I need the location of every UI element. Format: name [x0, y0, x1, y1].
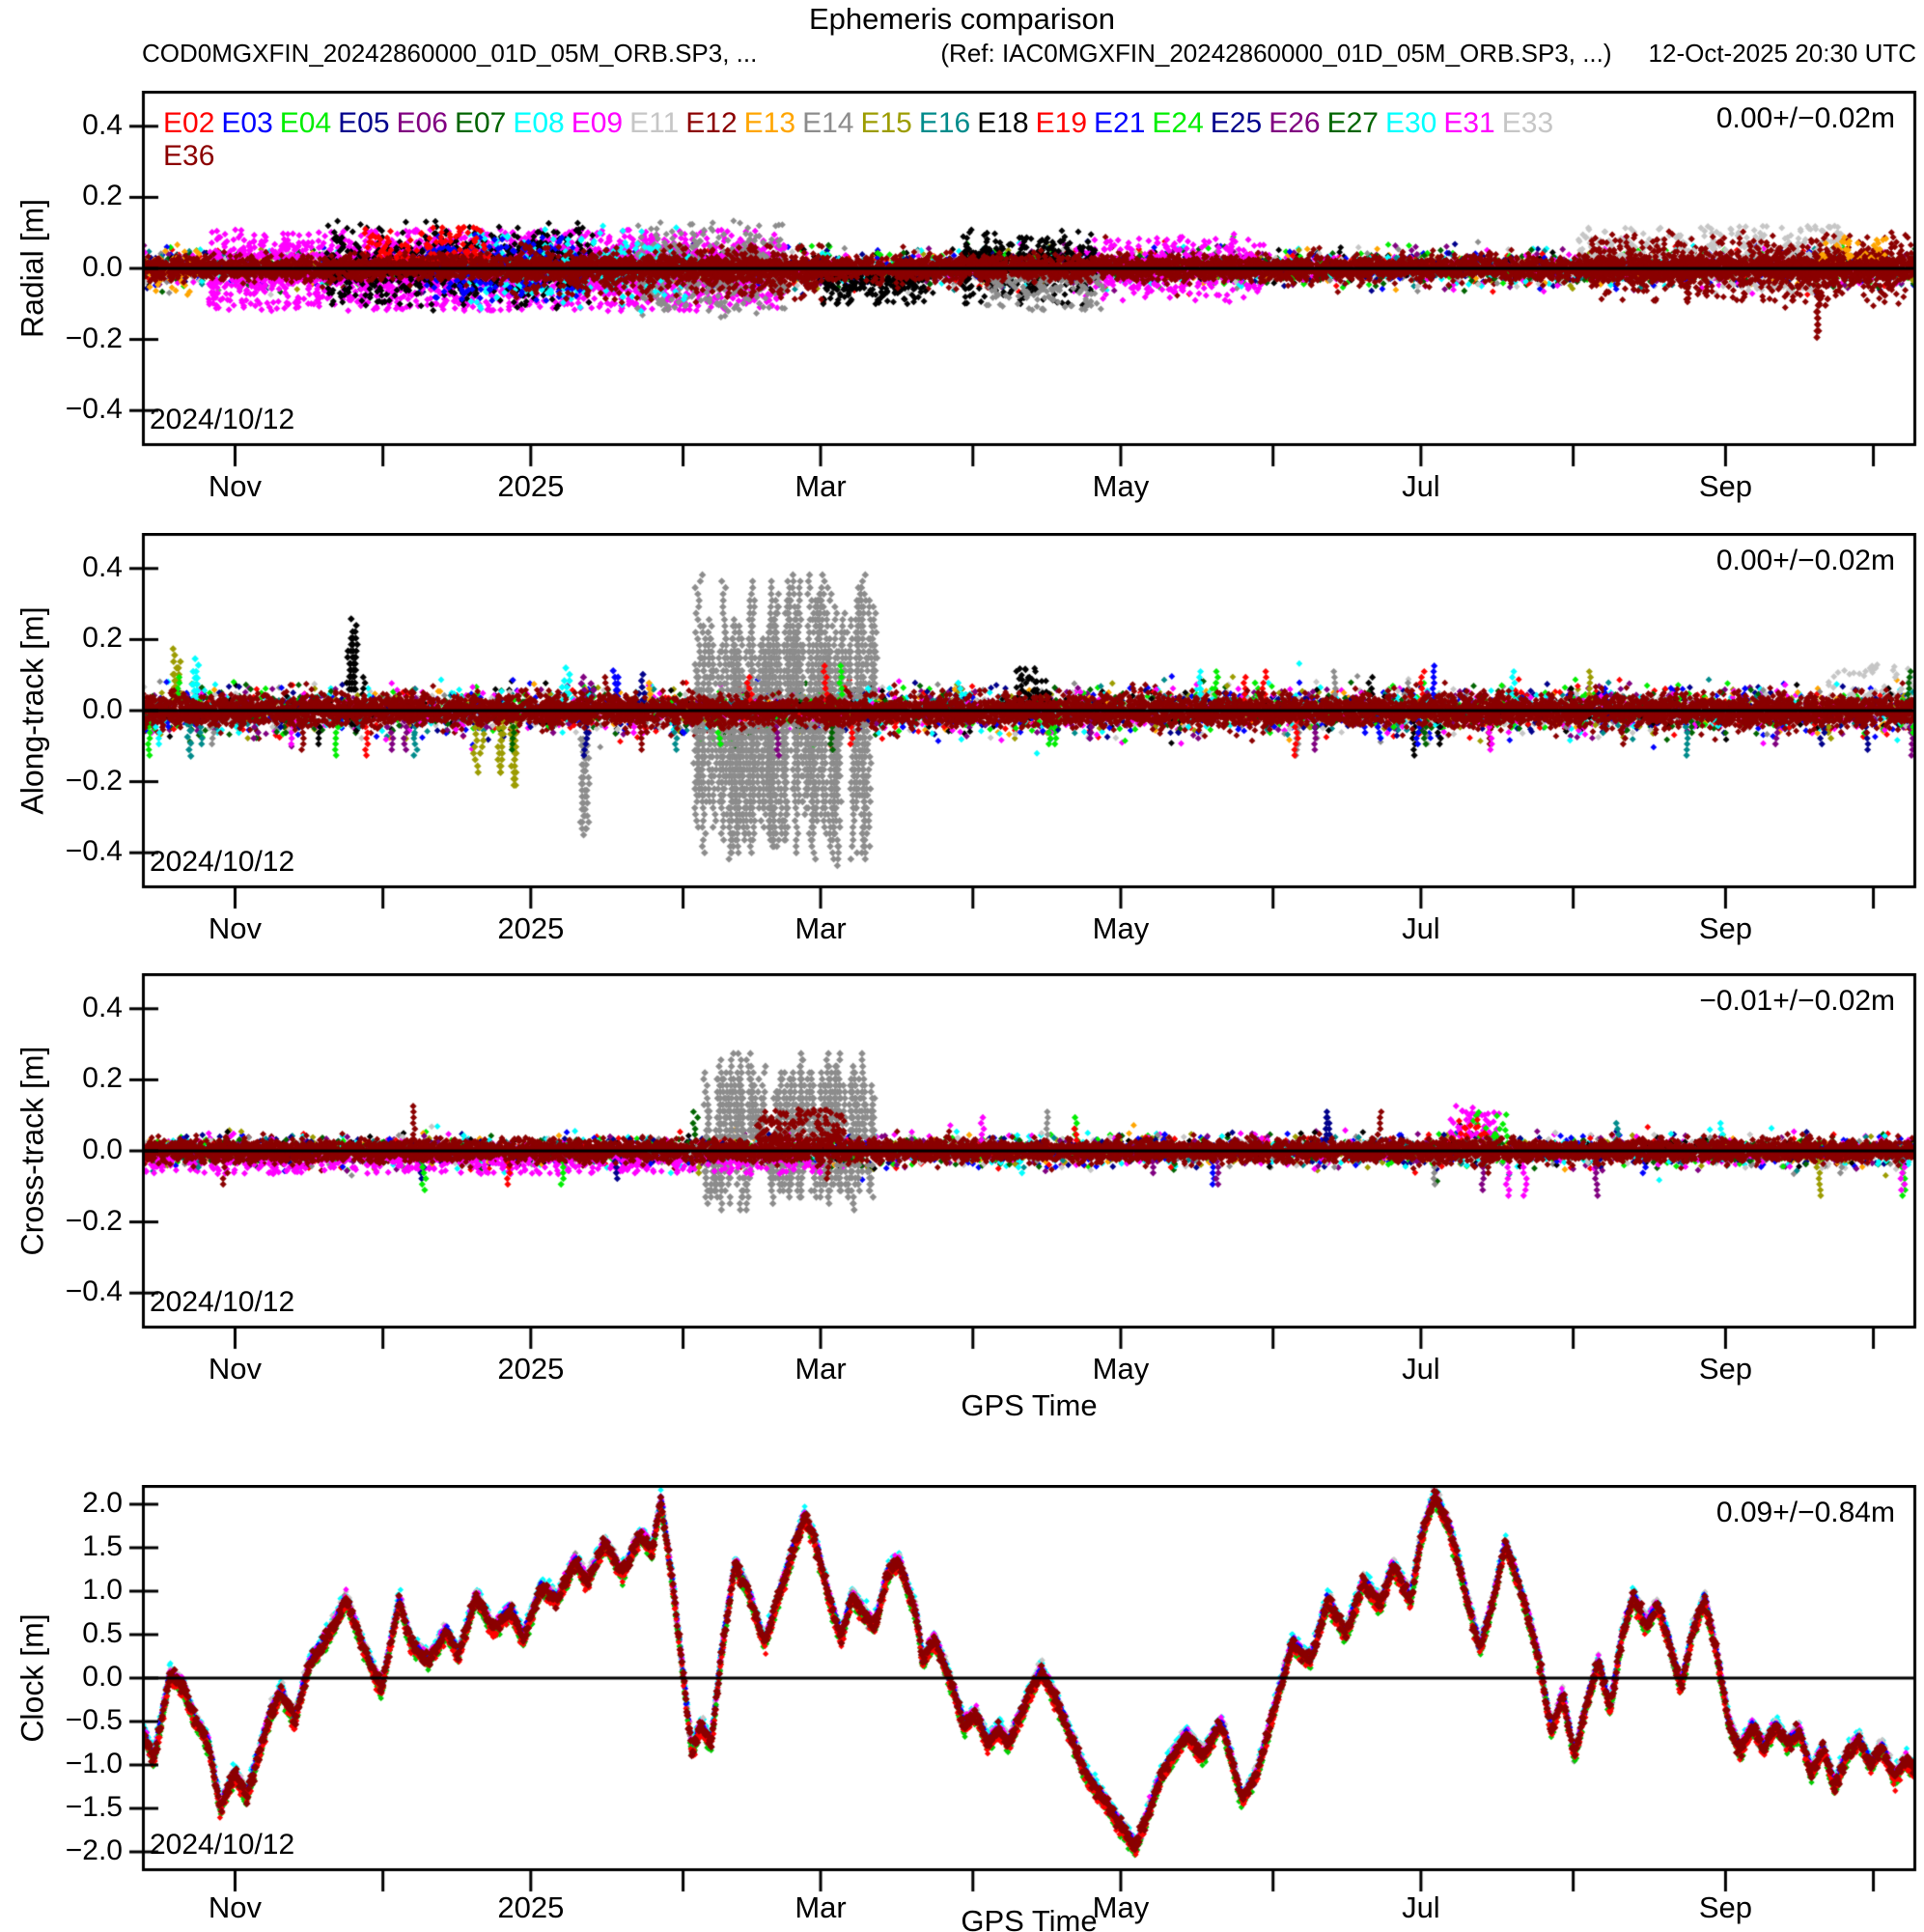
compared-file-label: COD0MGXFIN_20242860000_01D_05M_ORB.SP3, …	[142, 39, 758, 68]
gps-time-axis-label: GPS Time	[961, 1904, 1098, 1932]
along-track-plot	[109, 533, 1924, 915]
y-tick-label: 0.2	[82, 180, 123, 212]
y-tick-label: −1.5	[65, 1791, 123, 1823]
y-tick-label: 2.0	[82, 1486, 123, 1519]
y-tick-label: −2.0	[65, 1834, 123, 1866]
cross-track-plot	[109, 973, 1924, 1356]
y-tick-label: −0.4	[65, 1275, 123, 1308]
y-tick-label: −0.5	[65, 1704, 123, 1736]
x-tick-label: May	[1092, 1890, 1150, 1924]
y-tick-label: 0.4	[82, 108, 123, 141]
x-tick-label: Nov	[208, 1890, 263, 1924]
x-tick-label: May	[1092, 911, 1150, 945]
x-tick-label: Sep	[1698, 1890, 1752, 1924]
clock-plot	[109, 1485, 1924, 1898]
y-tick-label: 0.5	[82, 1616, 123, 1649]
y-tick-label: 0.4	[82, 550, 123, 583]
y-tick-label: −0.2	[65, 1204, 123, 1237]
x-tick-label: Jul	[1402, 1890, 1440, 1924]
x-tick-label: Mar	[795, 911, 847, 945]
x-tick-label: Mar	[795, 1890, 847, 1924]
y-tick-label: −0.4	[65, 393, 123, 426]
radial-plot	[109, 91, 1924, 473]
x-tick-label: 2025	[497, 1352, 565, 1386]
y-tick-label: 0.2	[82, 622, 123, 655]
x-tick-label: May	[1092, 1352, 1150, 1386]
x-tick-label: Sep	[1698, 1352, 1752, 1386]
x-tick-label: 2025	[497, 1890, 565, 1924]
x-tick-label: 2025	[497, 911, 565, 945]
y-tick-label: 1.0	[82, 1573, 123, 1606]
reference-file-label: (Ref: IAC0MGXFIN_20242860000_01D_05M_ORB…	[940, 39, 1612, 68]
x-tick-label: Nov	[208, 469, 263, 503]
x-tick-label: May	[1092, 469, 1150, 503]
y-tick-label: 1.5	[82, 1529, 123, 1562]
y-tick-label: 0.0	[82, 1661, 123, 1693]
y-tick-label: 0.0	[82, 251, 123, 283]
x-tick-label: Nov	[208, 911, 263, 945]
y-tick-label: 0.4	[82, 991, 123, 1023]
x-tick-label: Sep	[1698, 911, 1752, 945]
x-tick-label: Nov	[208, 1352, 263, 1386]
page-title: Ephemeris comparison	[808, 2, 1116, 36]
y-tick-label: −0.4	[65, 835, 123, 868]
x-tick-label: Mar	[795, 1352, 847, 1386]
y-tick-label: 0.2	[82, 1062, 123, 1095]
y-tick-label: −1.0	[65, 1748, 123, 1779]
x-tick-label: Jul	[1402, 469, 1440, 503]
header-right: (Ref: IAC0MGXFIN_20242860000_01D_05M_ORB…	[940, 39, 1916, 69]
x-tick-label: Sep	[1698, 469, 1752, 503]
y-tick-label: 0.0	[82, 1134, 123, 1165]
y-tick-label: −0.2	[65, 764, 123, 797]
x-tick-label: Mar	[795, 469, 847, 503]
x-tick-label: Jul	[1402, 1352, 1440, 1386]
x-tick-label: 2025	[497, 469, 565, 503]
y-tick-label: 0.0	[82, 693, 123, 725]
x-tick-label: Jul	[1402, 911, 1440, 945]
timestamp-label: 12-Oct-2025 20:30 UTC	[1648, 39, 1916, 68]
y-tick-label: −0.2	[65, 322, 123, 354]
gps-time-axis-label: GPS Time	[961, 1388, 1098, 1422]
